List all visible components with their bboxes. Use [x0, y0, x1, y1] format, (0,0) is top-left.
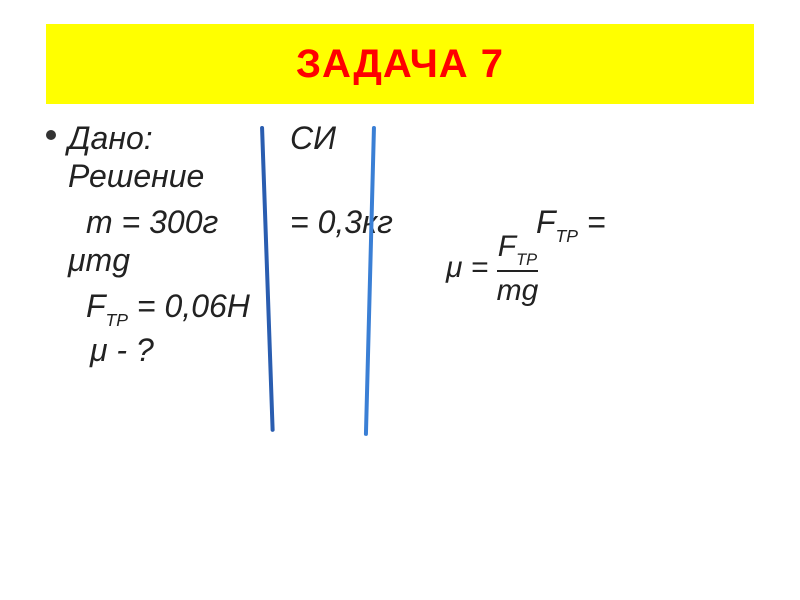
given-label: Дано:	[68, 120, 153, 157]
mu-mg: μmg	[68, 242, 130, 279]
mu-eq: =	[462, 251, 496, 284]
ftr2-F: F	[86, 288, 106, 324]
si-label: СИ	[290, 120, 336, 157]
ftr-value: FТР = 0,06Н	[86, 288, 250, 329]
fraction: FТР mg	[497, 230, 539, 308]
slide-title: ЗАДАЧА 7	[296, 42, 504, 87]
solution-label: Решение	[68, 158, 204, 195]
ftr-F: F	[536, 204, 556, 240]
bullet-icon	[46, 130, 56, 140]
ftr2-sub: ТР	[106, 310, 128, 330]
divider-1	[260, 126, 275, 432]
fraction-denominator: mg	[497, 274, 539, 308]
slide-body: Дано: СИ Решение m = 300г = 0,3кг FТР = …	[46, 120, 754, 540]
ftr-sub: ТР	[556, 226, 578, 246]
num-F: F	[498, 230, 516, 263]
mu-symbol: μ	[446, 251, 462, 284]
fraction-numerator: FТР	[497, 230, 539, 268]
mu-question: μ - ?	[90, 332, 154, 369]
divider-2	[364, 126, 376, 436]
ftr-formula: FТР =	[536, 204, 606, 245]
mass-si: = 0,3кг	[290, 204, 393, 241]
ftr2-val: = 0,06Н	[128, 288, 250, 324]
num-sub: ТР	[516, 251, 537, 269]
ftr-eq: =	[578, 204, 606, 240]
fraction-bar	[497, 270, 539, 272]
title-bar: ЗАДАЧА 7	[46, 24, 754, 104]
mu-formula: μ = FТР mg	[446, 230, 538, 308]
mass-given: m = 300г	[86, 204, 218, 241]
